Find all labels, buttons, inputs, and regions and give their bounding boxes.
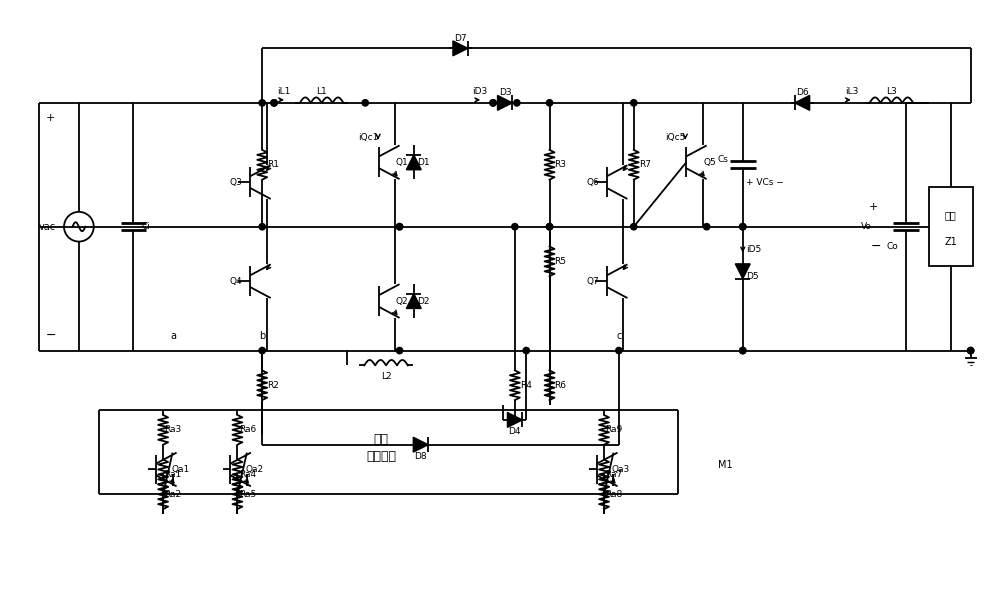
Circle shape bbox=[631, 99, 637, 106]
Text: Ra4: Ra4 bbox=[239, 470, 256, 479]
Circle shape bbox=[523, 347, 529, 354]
Circle shape bbox=[259, 99, 265, 106]
Text: Z1: Z1 bbox=[944, 236, 957, 247]
Text: L3: L3 bbox=[886, 87, 897, 96]
Circle shape bbox=[546, 224, 553, 230]
Text: R1: R1 bbox=[267, 160, 279, 169]
Text: Ra2: Ra2 bbox=[164, 490, 182, 499]
Text: Qa3: Qa3 bbox=[612, 465, 630, 474]
Circle shape bbox=[512, 224, 518, 230]
Circle shape bbox=[490, 99, 496, 106]
Circle shape bbox=[967, 347, 974, 354]
Text: Ra3: Ra3 bbox=[164, 425, 182, 435]
Text: iD3: iD3 bbox=[473, 87, 488, 96]
Text: c: c bbox=[616, 331, 622, 341]
Text: Q7: Q7 bbox=[586, 277, 599, 285]
Circle shape bbox=[546, 224, 553, 230]
Text: iD5: iD5 bbox=[746, 245, 761, 254]
Text: iQc1: iQc1 bbox=[358, 133, 378, 142]
Text: Ra5: Ra5 bbox=[239, 490, 256, 499]
Text: M1: M1 bbox=[718, 459, 733, 470]
Circle shape bbox=[704, 224, 710, 230]
Text: D5: D5 bbox=[746, 271, 759, 281]
Polygon shape bbox=[795, 95, 810, 110]
Text: R2: R2 bbox=[267, 381, 279, 390]
Text: −: − bbox=[871, 240, 881, 253]
Text: Co: Co bbox=[886, 242, 898, 251]
Circle shape bbox=[259, 224, 265, 230]
Circle shape bbox=[259, 347, 265, 354]
Circle shape bbox=[546, 99, 553, 106]
Text: Q3: Q3 bbox=[230, 178, 242, 187]
Circle shape bbox=[490, 99, 496, 106]
Text: Q2: Q2 bbox=[396, 296, 409, 305]
Text: Ci: Ci bbox=[141, 222, 150, 231]
Text: D3: D3 bbox=[499, 88, 511, 98]
Circle shape bbox=[740, 347, 746, 354]
Text: +: + bbox=[46, 113, 56, 122]
Text: iL1: iL1 bbox=[277, 87, 291, 96]
Text: L2: L2 bbox=[381, 372, 391, 381]
Circle shape bbox=[967, 347, 974, 354]
Text: R5: R5 bbox=[554, 257, 566, 266]
Circle shape bbox=[271, 99, 277, 106]
Text: 电流源组: 电流源组 bbox=[366, 450, 396, 463]
Circle shape bbox=[271, 99, 277, 106]
Text: + VCs −: + VCs − bbox=[746, 178, 783, 187]
Text: −: − bbox=[46, 329, 57, 342]
Text: R7: R7 bbox=[639, 160, 651, 169]
Circle shape bbox=[396, 224, 403, 230]
Bar bbox=[929, 187, 973, 267]
Text: D2: D2 bbox=[417, 296, 430, 305]
Circle shape bbox=[631, 224, 637, 230]
Circle shape bbox=[740, 224, 746, 230]
Text: b: b bbox=[259, 331, 265, 341]
Circle shape bbox=[362, 99, 368, 106]
Text: Qa2: Qa2 bbox=[245, 465, 263, 474]
Text: 受控: 受控 bbox=[374, 433, 389, 446]
Text: Ra7: Ra7 bbox=[605, 470, 623, 479]
Text: D7: D7 bbox=[454, 34, 467, 43]
Circle shape bbox=[740, 347, 746, 354]
Text: Cs: Cs bbox=[718, 155, 729, 164]
Circle shape bbox=[396, 347, 403, 354]
Polygon shape bbox=[507, 413, 522, 427]
Text: a: a bbox=[170, 331, 176, 341]
Text: D6: D6 bbox=[796, 88, 809, 98]
Circle shape bbox=[740, 224, 746, 230]
Text: R6: R6 bbox=[554, 381, 566, 390]
Text: iQc5: iQc5 bbox=[665, 133, 686, 142]
Text: iL3: iL3 bbox=[845, 87, 858, 96]
Text: Ra1: Ra1 bbox=[164, 470, 182, 479]
Text: R3: R3 bbox=[554, 160, 566, 169]
Text: Q4: Q4 bbox=[230, 277, 242, 285]
Text: Vo: Vo bbox=[861, 222, 872, 231]
Text: Ra8: Ra8 bbox=[605, 490, 623, 499]
Text: vac: vac bbox=[39, 222, 56, 231]
Polygon shape bbox=[406, 293, 421, 308]
Text: +: + bbox=[869, 202, 881, 212]
Polygon shape bbox=[735, 264, 750, 279]
Text: Ra6: Ra6 bbox=[239, 425, 256, 435]
Text: Q6: Q6 bbox=[586, 178, 599, 187]
Text: R4: R4 bbox=[520, 381, 532, 390]
Text: Ra9: Ra9 bbox=[605, 425, 623, 435]
Polygon shape bbox=[406, 155, 421, 170]
Text: 负载: 负载 bbox=[945, 210, 957, 220]
Polygon shape bbox=[453, 41, 468, 56]
Circle shape bbox=[514, 99, 520, 106]
Text: D8: D8 bbox=[414, 452, 427, 461]
Text: Q1: Q1 bbox=[396, 158, 409, 167]
Circle shape bbox=[616, 347, 622, 354]
Text: L1: L1 bbox=[316, 87, 327, 96]
Text: D4: D4 bbox=[509, 427, 521, 436]
Text: Qa1: Qa1 bbox=[171, 465, 189, 474]
Polygon shape bbox=[498, 95, 512, 110]
Polygon shape bbox=[413, 438, 428, 452]
Text: D1: D1 bbox=[417, 158, 430, 167]
Text: Q5: Q5 bbox=[703, 158, 716, 167]
Circle shape bbox=[396, 224, 403, 230]
